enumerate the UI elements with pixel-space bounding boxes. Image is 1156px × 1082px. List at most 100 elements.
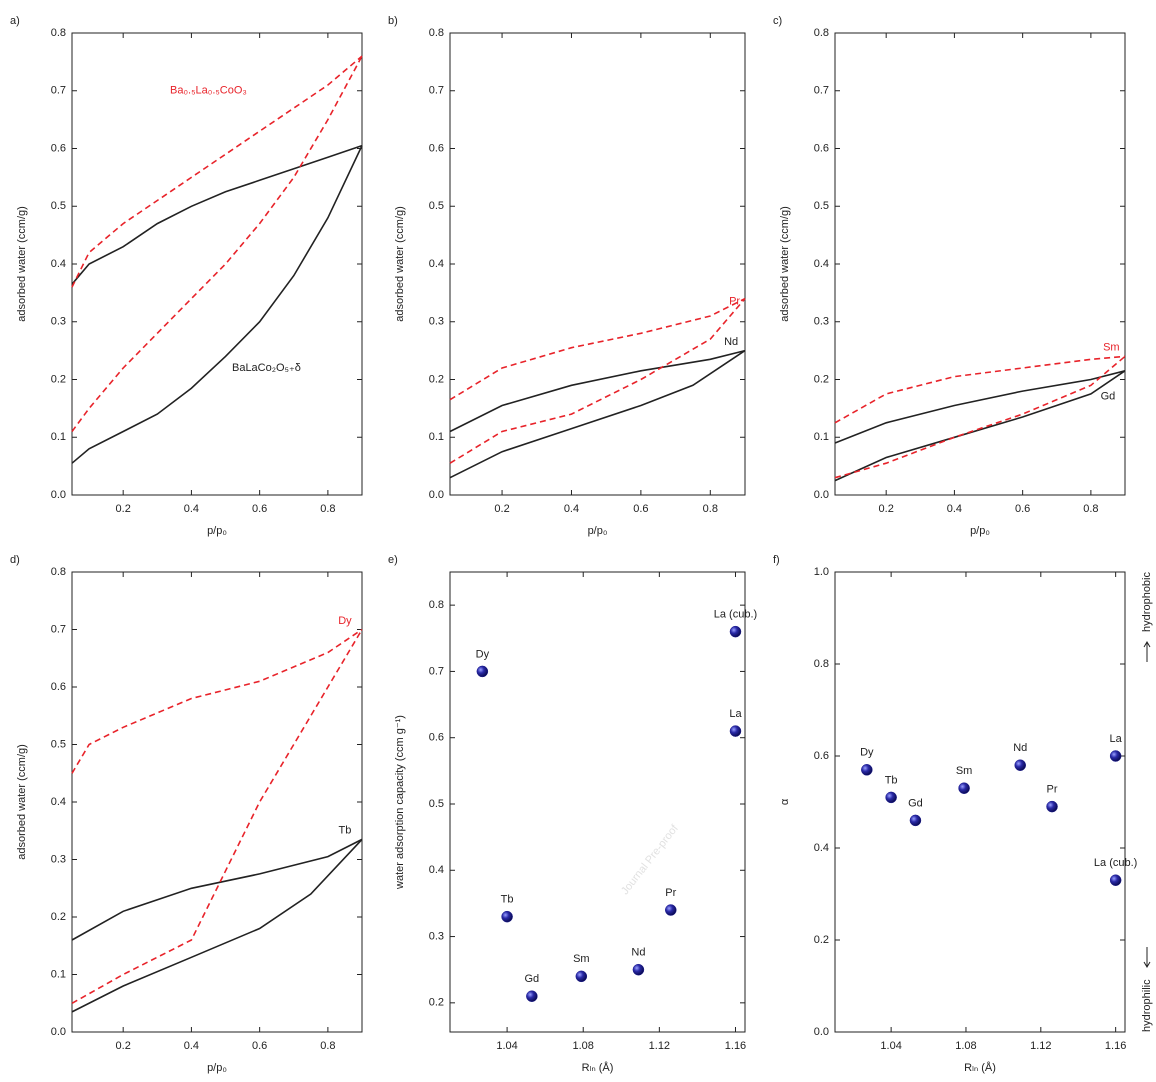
y-tick-label: 0.8 xyxy=(814,27,829,39)
y-tick-label: 0.6 xyxy=(429,142,444,154)
panel: b) 0.2 0.4 0.6 0.8 0.0 0.1 0.2 0.3 0.4 0.5 0.6 0.7 0.… xyxy=(388,15,746,537)
curve xyxy=(449,297,746,401)
y-tick-label: 0.2 xyxy=(429,373,444,385)
y-tick-label: 0.8 xyxy=(429,599,444,611)
point xyxy=(861,764,873,776)
y-tick-label: 0.0 xyxy=(51,1026,66,1038)
x-axis-label: p/p₀ xyxy=(207,525,227,537)
point xyxy=(501,910,513,923)
y-tick-label: 0.2 xyxy=(429,997,444,1009)
x-tick-label: 0.4 xyxy=(184,503,199,515)
plot-frame xyxy=(449,32,746,496)
point xyxy=(1014,759,1026,771)
curve xyxy=(834,355,1126,479)
point-label: La (cub.) xyxy=(1094,857,1137,869)
y-tick-label: 0.4 xyxy=(51,258,66,270)
side-arrow xyxy=(1143,641,1151,662)
point-label: Gd xyxy=(908,797,923,809)
plot-frame xyxy=(449,571,746,1033)
panel-label: a) xyxy=(10,15,20,27)
x-tick-label: 0.2 xyxy=(116,503,131,515)
curve xyxy=(834,370,1126,482)
side-arrow xyxy=(1143,947,1151,968)
annotation: Nd xyxy=(724,336,738,348)
x-tick-label: 0.6 xyxy=(1015,503,1030,515)
y-tick-label: 0.0 xyxy=(814,489,829,501)
y-tick-label: 0.5 xyxy=(51,738,66,750)
x-tick-label: 0.8 xyxy=(320,503,335,515)
point-label: La (cub.) xyxy=(714,609,757,621)
panel: f) 1.04 1.08 1.12 1.16 0.0 0.2 0.4 0.6 0.8 1.0 Rₗₙ … xyxy=(773,554,1153,1074)
y-tick-label: 0.6 xyxy=(814,142,829,154)
curve xyxy=(449,298,746,464)
point-label: Tb xyxy=(501,894,514,906)
panel-label: f) xyxy=(773,554,780,566)
x-tick-label: 0.6 xyxy=(252,1040,267,1052)
panel-label: e) xyxy=(388,554,398,566)
y-tick-label: 0.4 xyxy=(814,258,829,270)
side-label: hydrophilic xyxy=(1141,979,1153,1032)
annotation: Sm xyxy=(1103,342,1120,354)
x-tick-label: 1.08 xyxy=(955,1040,976,1052)
curve xyxy=(71,838,363,941)
y-axis-label: adsorbed water (ccm/g) xyxy=(16,206,28,322)
y-tick-label: 0.5 xyxy=(814,200,829,212)
point-label: La xyxy=(1110,733,1123,745)
curve xyxy=(834,355,1126,424)
y-tick-label: 0.1 xyxy=(51,968,66,980)
x-tick-label: 0.8 xyxy=(703,503,718,515)
y-tick-label: 0.1 xyxy=(429,431,444,443)
point xyxy=(1109,874,1122,886)
point-label: Tb xyxy=(885,774,898,786)
x-axis-label: p/p₀ xyxy=(588,525,608,537)
annotation: Ba₀.₅La₀.₅CoO₃ xyxy=(170,85,247,97)
curve xyxy=(71,55,363,288)
y-tick-label: 0.6 xyxy=(51,142,66,154)
point xyxy=(729,625,742,638)
x-axis-label: p/p₀ xyxy=(207,1062,227,1074)
x-tick-label: 1.16 xyxy=(1105,1040,1126,1052)
y-tick-label: 0.3 xyxy=(429,930,444,942)
curve xyxy=(71,628,363,774)
y-tick-label: 0.0 xyxy=(429,489,444,501)
point xyxy=(1109,750,1122,762)
x-tick-label: 0.2 xyxy=(494,503,509,515)
panel-label: d) xyxy=(10,554,20,566)
plot-frame xyxy=(71,571,363,1033)
y-tick-label: 0.8 xyxy=(51,27,66,39)
curve xyxy=(71,838,363,1013)
panel-label: b) xyxy=(388,15,398,27)
x-axis-label: Rₗₙ (Å) xyxy=(582,1061,614,1074)
point-label: Pr xyxy=(1047,784,1058,796)
y-tick-label: 0.3 xyxy=(814,316,829,328)
y-tick-label: 0.4 xyxy=(814,842,829,854)
y-tick-label: 0.4 xyxy=(51,796,66,808)
watermark: Journal Pre-proof xyxy=(619,822,681,897)
y-axis-label: adsorbed water (ccm/g) xyxy=(779,206,791,322)
y-tick-label: 0.5 xyxy=(429,798,444,810)
y-axis-label: water adsorption capacity (ccm g⁻¹) xyxy=(394,715,406,890)
x-axis-label: p/p₀ xyxy=(970,525,990,537)
y-tick-label: 0.4 xyxy=(429,864,444,876)
y-tick-label: 0.0 xyxy=(814,1026,829,1038)
y-axis-label: adsorbed water (ccm/g) xyxy=(394,206,406,322)
curve xyxy=(449,349,746,433)
point-label: La xyxy=(729,708,742,720)
y-tick-label: 0.5 xyxy=(429,200,444,212)
point-label: Nd xyxy=(1013,742,1027,754)
point xyxy=(575,970,588,983)
curve xyxy=(71,629,363,1004)
annotation: Dy xyxy=(338,615,352,627)
x-tick-label: 1.12 xyxy=(649,1040,670,1052)
x-tick-label: 1.04 xyxy=(880,1040,901,1052)
x-tick-label: 0.4 xyxy=(564,503,579,515)
panel: a) 0.2 0.4 0.6 0.8 0.0 0.1 0.2 0.3 0.4 0.5 0.6 0.7 0.… xyxy=(10,15,363,537)
x-tick-label: 0.4 xyxy=(947,503,962,515)
y-tick-label: 0.1 xyxy=(51,431,66,443)
x-tick-label: 0.8 xyxy=(320,1040,335,1052)
y-tick-label: 0.6 xyxy=(51,681,66,693)
curve xyxy=(834,370,1126,444)
y-tick-label: 0.8 xyxy=(429,27,444,39)
x-axis-label: Rₗₙ (Å) xyxy=(964,1061,996,1074)
